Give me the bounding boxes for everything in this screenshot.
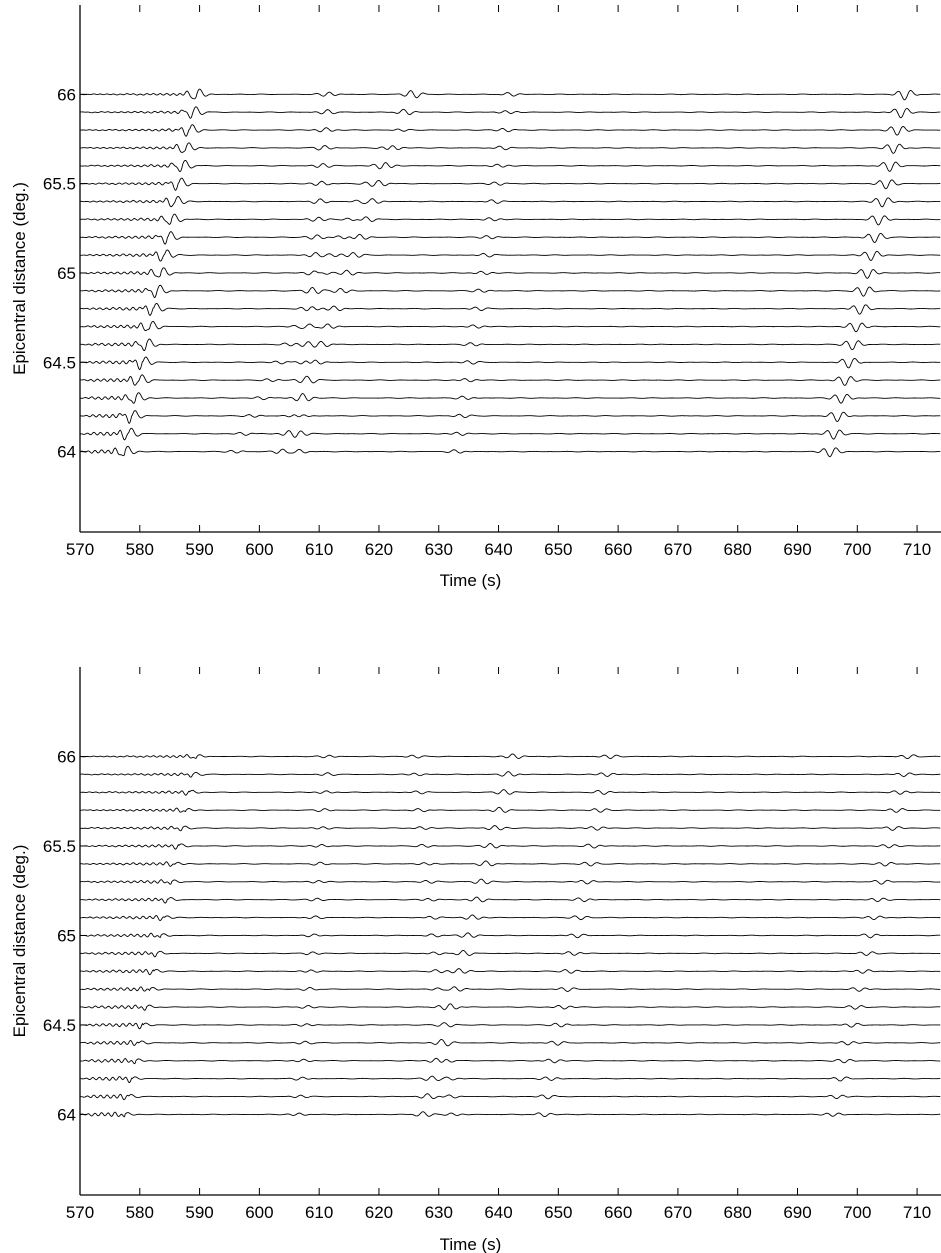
seismogram-trace	[79, 1075, 941, 1084]
x-tick-label: 690	[783, 1203, 811, 1222]
traces-group	[79, 753, 941, 1118]
seismogram-trace	[79, 914, 941, 921]
seismogram-trace	[79, 1111, 941, 1118]
y-tick-label: 65.5	[43, 837, 76, 856]
seismogram-trace	[79, 878, 941, 885]
seismogram-trace	[79, 968, 941, 976]
seismogram-trace	[79, 177, 941, 191]
x-tick-label: 580	[126, 1203, 154, 1222]
y-tick-label: 66	[57, 747, 76, 766]
seismogram-trace	[79, 302, 941, 316]
seismogram-trace	[79, 195, 941, 208]
seismogram-trace	[79, 1057, 941, 1065]
x-axis-label: Time (s)	[440, 571, 502, 590]
x-tick-label: 610	[305, 1203, 333, 1222]
seismogram-trace	[79, 88, 941, 101]
x-tick-label: 590	[185, 540, 213, 559]
x-tick-label: 640	[484, 1203, 512, 1222]
y-tick-label: 64	[57, 443, 76, 462]
seismogram-trace	[79, 896, 941, 904]
y-axis-label: Epicentral distance (deg.)	[10, 845, 29, 1038]
x-tick-label: 620	[365, 1203, 393, 1222]
seismogram-trace	[79, 249, 941, 262]
seismogram-trace	[79, 124, 941, 137]
seismogram-trace	[79, 445, 941, 458]
x-tick-label: 650	[544, 540, 572, 559]
x-tick-label: 600	[245, 540, 273, 559]
seismogram-trace	[79, 753, 941, 760]
seismogram-trace	[79, 806, 941, 813]
x-axis-label: Time (s)	[440, 1235, 502, 1253]
seismogram-trace	[79, 932, 941, 939]
x-tick-label: 630	[425, 1203, 453, 1222]
chart-panel-top: 570 580 590 600 610 620 630 640 650 660 670 680 690 7…	[0, 0, 941, 610]
y-tick-label: 65.5	[43, 175, 76, 194]
seismogram-trace	[79, 338, 941, 351]
seismogram-trace	[79, 860, 941, 867]
seismogram-trace	[79, 771, 941, 778]
seismogram-trace	[80, 1003, 941, 1011]
seismogram-chart-bottom: 570 580 590 600 610 620 630 640 650 660 670 680 690 7…	[10, 667, 941, 1253]
x-tick-label: 590	[185, 1203, 213, 1222]
seismogram-chart-top: 570 580 590 600 610 620 630 640 650 660 670 680 690 7…	[10, 5, 941, 590]
seismogram-trace	[79, 427, 941, 441]
y-axis-label: Epicentral distance (deg.)	[10, 182, 29, 375]
traces-group	[79, 88, 941, 458]
y-tick-label: 65	[57, 926, 76, 945]
y-tick-label: 64.5	[43, 353, 76, 372]
seismogram-trace	[79, 825, 941, 832]
seismogram-trace	[79, 231, 941, 245]
x-tick-label: 710	[903, 540, 931, 559]
x-tick-label: 640	[484, 540, 512, 559]
x-tick-label: 660	[604, 540, 632, 559]
seismogram-trace	[79, 950, 941, 958]
seismogram-trace	[79, 213, 941, 226]
x-tick-label: 670	[664, 1203, 692, 1222]
x-tick-label: 570	[66, 1203, 94, 1222]
y-tick-label: 64	[57, 1105, 76, 1124]
y-tick-label: 65	[57, 264, 76, 283]
seismogram-trace	[79, 789, 941, 796]
x-tick-label: 700	[843, 1203, 871, 1222]
x-tick-label: 620	[365, 540, 393, 559]
x-tick-label: 710	[903, 1203, 931, 1222]
seismogram-trace	[79, 1022, 941, 1030]
seismogram-trace	[79, 986, 941, 992]
x-tick-label: 630	[425, 540, 453, 559]
x-tick-label: 580	[126, 540, 154, 559]
seismogram-trace	[79, 392, 941, 404]
x-tick-label: 680	[724, 540, 752, 559]
x-tick-label: 650	[544, 1203, 572, 1222]
x-tick-label: 680	[724, 1203, 752, 1222]
x-tick-label: 600	[245, 1203, 273, 1222]
seismogram-trace	[79, 843, 941, 850]
seismogram-trace	[79, 356, 941, 371]
seismogram-trace	[79, 320, 941, 333]
x-tick-label: 700	[843, 540, 871, 559]
seismogram-trace	[79, 106, 941, 119]
x-tick-label: 570	[66, 540, 94, 559]
y-tick-label: 66	[57, 85, 76, 104]
chart-panel-bottom: 570 580 590 600 610 620 630 640 650 660 670 680 690 7…	[0, 640, 941, 1253]
seismogram-trace	[79, 374, 941, 386]
seismogram-trace	[79, 267, 941, 279]
x-tick-label: 690	[783, 540, 811, 559]
y-tick-label: 64.5	[43, 1016, 76, 1035]
x-tick-label: 670	[664, 540, 692, 559]
seismogram-trace	[79, 1093, 941, 1101]
seismogram-trace	[79, 1038, 941, 1047]
x-tick-label: 660	[604, 1203, 632, 1222]
seismogram-trace	[79, 159, 941, 172]
x-tick-label: 610	[305, 540, 333, 559]
seismogram-trace	[79, 142, 941, 154]
seismogram-trace	[79, 410, 941, 424]
seismogram-trace	[79, 284, 941, 299]
